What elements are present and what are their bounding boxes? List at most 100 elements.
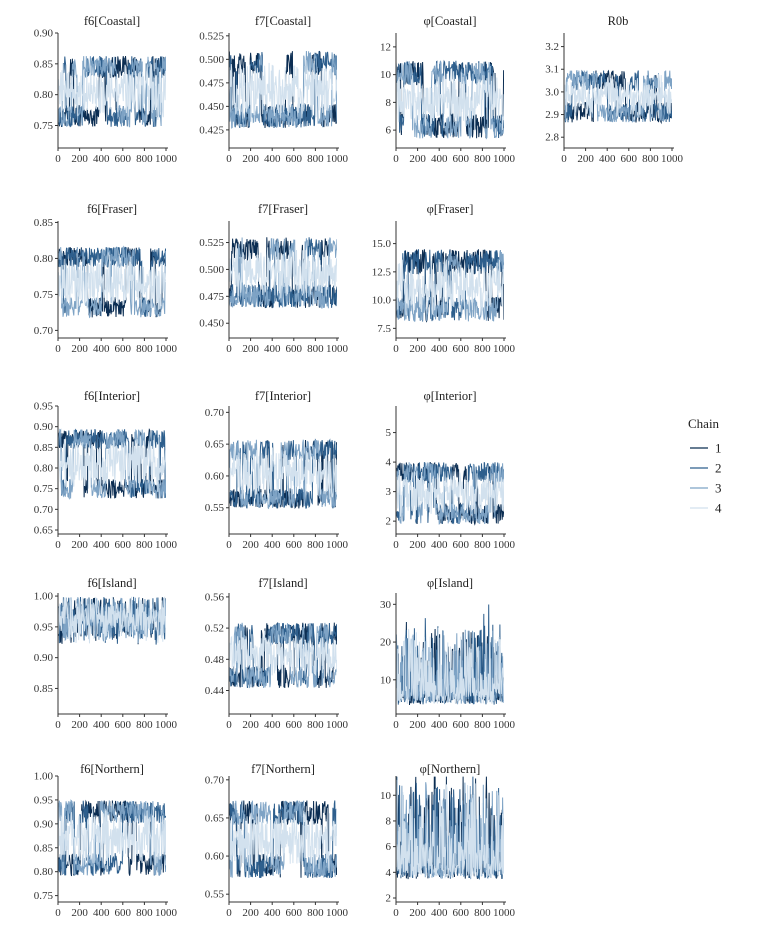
x-tick-label: 1000 bbox=[493, 539, 516, 551]
panel-title: f6[Island] bbox=[87, 576, 136, 590]
chain-trace bbox=[58, 596, 166, 644]
y-tick-label: 10 bbox=[380, 790, 392, 802]
chain-trace bbox=[58, 55, 166, 128]
y-tick-label: 0.90 bbox=[34, 421, 54, 433]
y-tick-label: 0.525 bbox=[199, 237, 224, 249]
trace-panel: f6[Interior] 0.65 0.70 0.75 0.80 0.85 0.90 0.95… bbox=[34, 389, 178, 551]
y-tick-label: 12 bbox=[380, 41, 391, 53]
y-tick-label: 0.80 bbox=[34, 463, 54, 475]
x-tick-label: 800 bbox=[307, 343, 324, 355]
chain-trace bbox=[229, 808, 337, 873]
x-tick-label: 1000 bbox=[155, 907, 178, 919]
x-tick-label: 1000 bbox=[155, 719, 178, 731]
x-tick-label: 1000 bbox=[326, 153, 349, 165]
x-tick-label: 0 bbox=[393, 539, 399, 551]
x-tick-label: 600 bbox=[286, 907, 303, 919]
y-tick-label: 0.60 bbox=[205, 851, 225, 863]
y-tick-label: 2.9 bbox=[545, 109, 559, 121]
trace-panel: φ[Coastal] 6 8 10 12 0 200 400 600 800 1000 bbox=[380, 14, 516, 165]
x-tick-label: 1000 bbox=[155, 539, 178, 551]
x-tick-label: 0 bbox=[226, 343, 232, 355]
x-tick-label: 400 bbox=[93, 539, 110, 551]
y-tick-label: 3.1 bbox=[545, 64, 559, 76]
trace-lines bbox=[229, 237, 337, 309]
x-tick-label: 200 bbox=[577, 153, 594, 165]
x-tick-label: 0 bbox=[393, 343, 399, 355]
legend-label: 3 bbox=[715, 481, 722, 496]
panel-title: f6[Northern] bbox=[80, 762, 144, 776]
x-tick-label: 800 bbox=[136, 343, 153, 355]
trace-panel: f7[Coastal] 0.425 0.450 0.475 0.500 0.525 0 200… bbox=[199, 14, 348, 165]
x-tick-label: 600 bbox=[286, 719, 303, 731]
x-tick-label: 400 bbox=[599, 153, 616, 165]
y-tick-label: 0.70 bbox=[205, 774, 225, 786]
x-tick-label: 1000 bbox=[326, 719, 349, 731]
trace-panel: φ[Island] 10 20 30 0 200 400 600 800 1000 bbox=[380, 576, 516, 731]
x-tick-label: 400 bbox=[93, 343, 110, 355]
chain-trace bbox=[229, 630, 337, 679]
panel-title: f6[Coastal] bbox=[84, 14, 140, 28]
chain-trace bbox=[229, 446, 337, 500]
x-tick-label: 200 bbox=[71, 907, 88, 919]
y-tick-label: 12.5 bbox=[372, 266, 392, 278]
chain-trace bbox=[58, 63, 166, 120]
chain-trace bbox=[229, 60, 337, 122]
panel-title: f7[Fraser] bbox=[258, 202, 308, 216]
x-tick-label: 800 bbox=[474, 539, 491, 551]
x-tick-label: 600 bbox=[453, 343, 470, 355]
x-tick-label: 800 bbox=[307, 719, 324, 731]
y-tick-label: 0.75 bbox=[34, 483, 54, 495]
y-tick-label: 10.0 bbox=[372, 295, 392, 307]
y-tick-label: 0.500 bbox=[199, 264, 224, 276]
x-tick-label: 400 bbox=[431, 153, 448, 165]
panel-title: φ[Interior] bbox=[423, 389, 476, 403]
chain-trace bbox=[396, 250, 504, 323]
y-tick-label: 0.55 bbox=[205, 889, 225, 901]
trace-lines bbox=[564, 69, 672, 125]
y-tick-label: 0.56 bbox=[205, 591, 225, 603]
chain-trace bbox=[58, 799, 166, 876]
x-tick-label: 200 bbox=[409, 539, 426, 551]
y-tick-label: 0.70 bbox=[205, 407, 225, 419]
panels-layer: f6[Coastal]0.750.800.850.900 200 400 600 800… bbox=[34, 14, 684, 919]
x-tick-label: 200 bbox=[71, 343, 88, 355]
chain-trace bbox=[564, 74, 672, 118]
y-tick-label: 3.0 bbox=[545, 86, 559, 98]
x-tick-label: 1000 bbox=[493, 153, 516, 165]
x-tick-label: 400 bbox=[431, 343, 448, 355]
legend-label: 2 bbox=[715, 461, 722, 476]
trace-panel: φ[Northern] 2 4 6 8 10 0 200 400 600 800 1000 bbox=[380, 762, 516, 919]
x-tick-label: 0 bbox=[55, 719, 61, 731]
y-tick-label: 0.90 bbox=[34, 818, 54, 830]
legend-label: 1 bbox=[715, 441, 722, 456]
x-tick-label: 600 bbox=[115, 907, 132, 919]
chain-trace bbox=[58, 245, 166, 319]
x-tick-label: 1000 bbox=[326, 907, 349, 919]
x-tick-label: 600 bbox=[286, 343, 303, 355]
panel-title: R0b bbox=[608, 14, 629, 28]
trace-panel: f6[Island] 0.85 0.90 0.95 1.00 0 200 400 600 800 1… bbox=[34, 576, 178, 731]
chain-trace bbox=[229, 800, 337, 878]
x-tick-label: 200 bbox=[242, 539, 259, 551]
x-tick-label: 600 bbox=[115, 343, 132, 355]
y-tick-label: 20 bbox=[380, 637, 392, 649]
y-tick-label: 15.0 bbox=[372, 238, 392, 250]
x-tick-label: 400 bbox=[93, 719, 110, 731]
x-tick-label: 0 bbox=[226, 907, 232, 919]
x-tick-label: 200 bbox=[71, 719, 88, 731]
chain-trace bbox=[229, 237, 337, 309]
x-tick-label: 0 bbox=[561, 153, 567, 165]
chain-trace bbox=[396, 257, 504, 316]
y-tick-label: 0.450 bbox=[199, 101, 224, 113]
panel-title: f7[Interior] bbox=[255, 389, 311, 403]
y-tick-label: 0.90 bbox=[34, 28, 54, 40]
x-tick-label: 200 bbox=[71, 153, 88, 165]
x-tick-label: 800 bbox=[307, 153, 324, 165]
x-tick-label: 0 bbox=[55, 343, 61, 355]
y-tick-label: 2 bbox=[386, 516, 392, 528]
x-tick-label: 200 bbox=[242, 907, 259, 919]
y-tick-label: 0.52 bbox=[205, 623, 224, 635]
x-tick-label: 800 bbox=[474, 907, 491, 919]
trace-panel: φ[Fraser] 7.5 10.0 12.5 15.0 0 200 400 600 800 100… bbox=[372, 202, 516, 355]
